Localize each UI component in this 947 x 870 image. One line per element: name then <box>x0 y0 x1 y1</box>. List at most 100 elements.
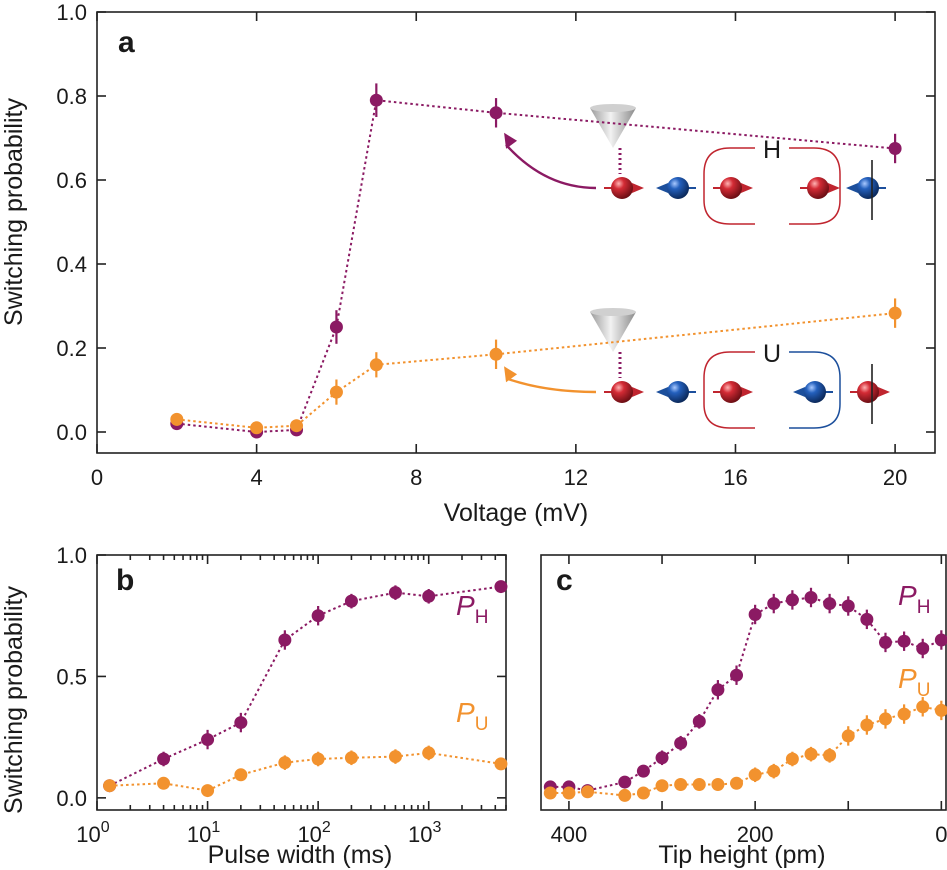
series-line-P_U <box>109 751 502 792</box>
y-tick-label: 1.0 <box>56 543 87 568</box>
data-point-P_U <box>785 752 799 766</box>
y-tick-label: 0.0 <box>56 786 87 811</box>
legend-label-P_U: PU <box>456 697 488 735</box>
data-point-P_H <box>916 642 930 655</box>
data-point-U <box>489 347 503 361</box>
x-tick-label: 400 <box>551 822 588 847</box>
data-point-P_U <box>278 756 292 770</box>
legend-label-P_H: PH <box>456 590 488 628</box>
curved-arrow <box>505 143 597 190</box>
domain-bracket-right <box>789 351 841 429</box>
x-tick-label: 103 <box>408 819 441 847</box>
x-tick-label: 101 <box>187 819 220 847</box>
data-point-H <box>369 93 383 107</box>
x-tick-label: 8 <box>410 465 422 490</box>
spin-arrowhead <box>632 183 644 193</box>
data-point-P_H <box>494 580 508 594</box>
data-point-P_U <box>767 764 781 778</box>
data-point-U <box>250 421 264 435</box>
curved-arrowhead <box>504 366 518 383</box>
data-point-P_U <box>157 776 171 790</box>
spin-arrowhead <box>846 183 858 193</box>
x-axis-label-c: Tip height (pm) <box>658 841 825 869</box>
spin-atom <box>857 381 879 403</box>
data-point-P_U <box>878 712 892 726</box>
data-point-P_U <box>234 768 248 782</box>
data-point-P_U <box>823 748 837 762</box>
data-point-H <box>888 142 902 155</box>
data-point-P_H <box>785 593 799 607</box>
series-line-P_H <box>109 585 502 787</box>
spin-chain-illustrations: HU <box>504 104 890 429</box>
spin-atom <box>667 381 689 403</box>
spin-arrowhead <box>828 183 840 193</box>
data-point-P_U <box>344 751 358 765</box>
spin-atom <box>804 381 826 403</box>
data-point-P_U <box>201 784 215 798</box>
spin-arrowhead <box>656 387 668 397</box>
y-tick-label: 0.6 <box>56 168 87 193</box>
domain-bracket-left <box>703 351 755 429</box>
panel-a-label: a <box>118 26 135 59</box>
data-point-P_H <box>748 608 762 621</box>
legend-label-P_H: PH <box>898 580 930 618</box>
spin-arrowhead <box>878 387 890 397</box>
data-point-U <box>170 412 184 426</box>
data-point-U <box>888 306 902 320</box>
panel-c-label: c <box>556 564 573 597</box>
data-point-P_U <box>618 788 632 802</box>
data-point-P_H <box>655 751 669 765</box>
data-point-U <box>329 385 343 399</box>
data-point-H <box>489 106 503 120</box>
series-line-P_H <box>550 596 942 792</box>
data-point-P_H <box>692 714 706 728</box>
domain-bracket-left <box>703 147 755 225</box>
data-point-P_U <box>388 750 402 764</box>
x-axis-label-b: Pulse width (ms) <box>208 841 393 869</box>
spin-arrowhead <box>741 387 753 397</box>
data-point-H <box>329 320 343 334</box>
data-point-P_U <box>841 729 855 743</box>
data-point-P_U <box>581 785 595 799</box>
data-point-P_U <box>711 778 725 791</box>
data-point-P_H <box>278 633 292 647</box>
data-point-P_H <box>878 635 892 649</box>
state-label-U: U <box>763 340 781 368</box>
data-point-P_U <box>804 747 818 761</box>
data-point-P_H <box>841 599 855 613</box>
data-point-P_H <box>804 591 818 604</box>
data-point-U <box>369 358 383 372</box>
y-tick-label: 0.0 <box>56 420 87 445</box>
data-point-P_U <box>655 779 669 793</box>
data-point-P_H <box>767 597 781 611</box>
y-tick-label: 0.8 <box>56 84 87 109</box>
data-point-P_H <box>388 586 402 600</box>
x-tick-label: 102 <box>297 819 330 847</box>
label-bg <box>758 338 786 366</box>
spin-atom <box>667 177 689 199</box>
data-point-P_U <box>103 779 117 793</box>
data-point-P_H <box>711 683 725 697</box>
data-point-P_H <box>422 589 436 603</box>
spin-atom <box>611 177 633 199</box>
curved-arrowhead <box>504 132 518 149</box>
data-point-P_H <box>344 594 358 608</box>
data-point-P_U <box>674 778 688 791</box>
data-point-P_U <box>860 718 874 732</box>
spin-atom <box>857 177 879 199</box>
data-point-P_U <box>311 752 325 766</box>
data-point-P_U <box>494 757 508 771</box>
spin-arrowhead <box>793 387 805 397</box>
curved-arrow <box>505 377 597 394</box>
x-tick-label: 100 <box>76 819 109 847</box>
y-tick-label: 1.0 <box>56 0 87 25</box>
data-point-P_U <box>636 786 650 800</box>
data-point-P_H <box>934 633 947 647</box>
data-point-P_U <box>916 700 930 714</box>
series-line-H <box>176 99 896 434</box>
panel-a: a 0.00.20.40.60.81.00 4 8 12 16 20 HU Voltage… <box>56 0 936 527</box>
data-point-P_H <box>201 733 215 747</box>
x-tick-label: 12 <box>564 465 588 490</box>
y-axis-label-b: Switching probability <box>0 586 28 814</box>
domain-bracket-right <box>789 147 841 225</box>
